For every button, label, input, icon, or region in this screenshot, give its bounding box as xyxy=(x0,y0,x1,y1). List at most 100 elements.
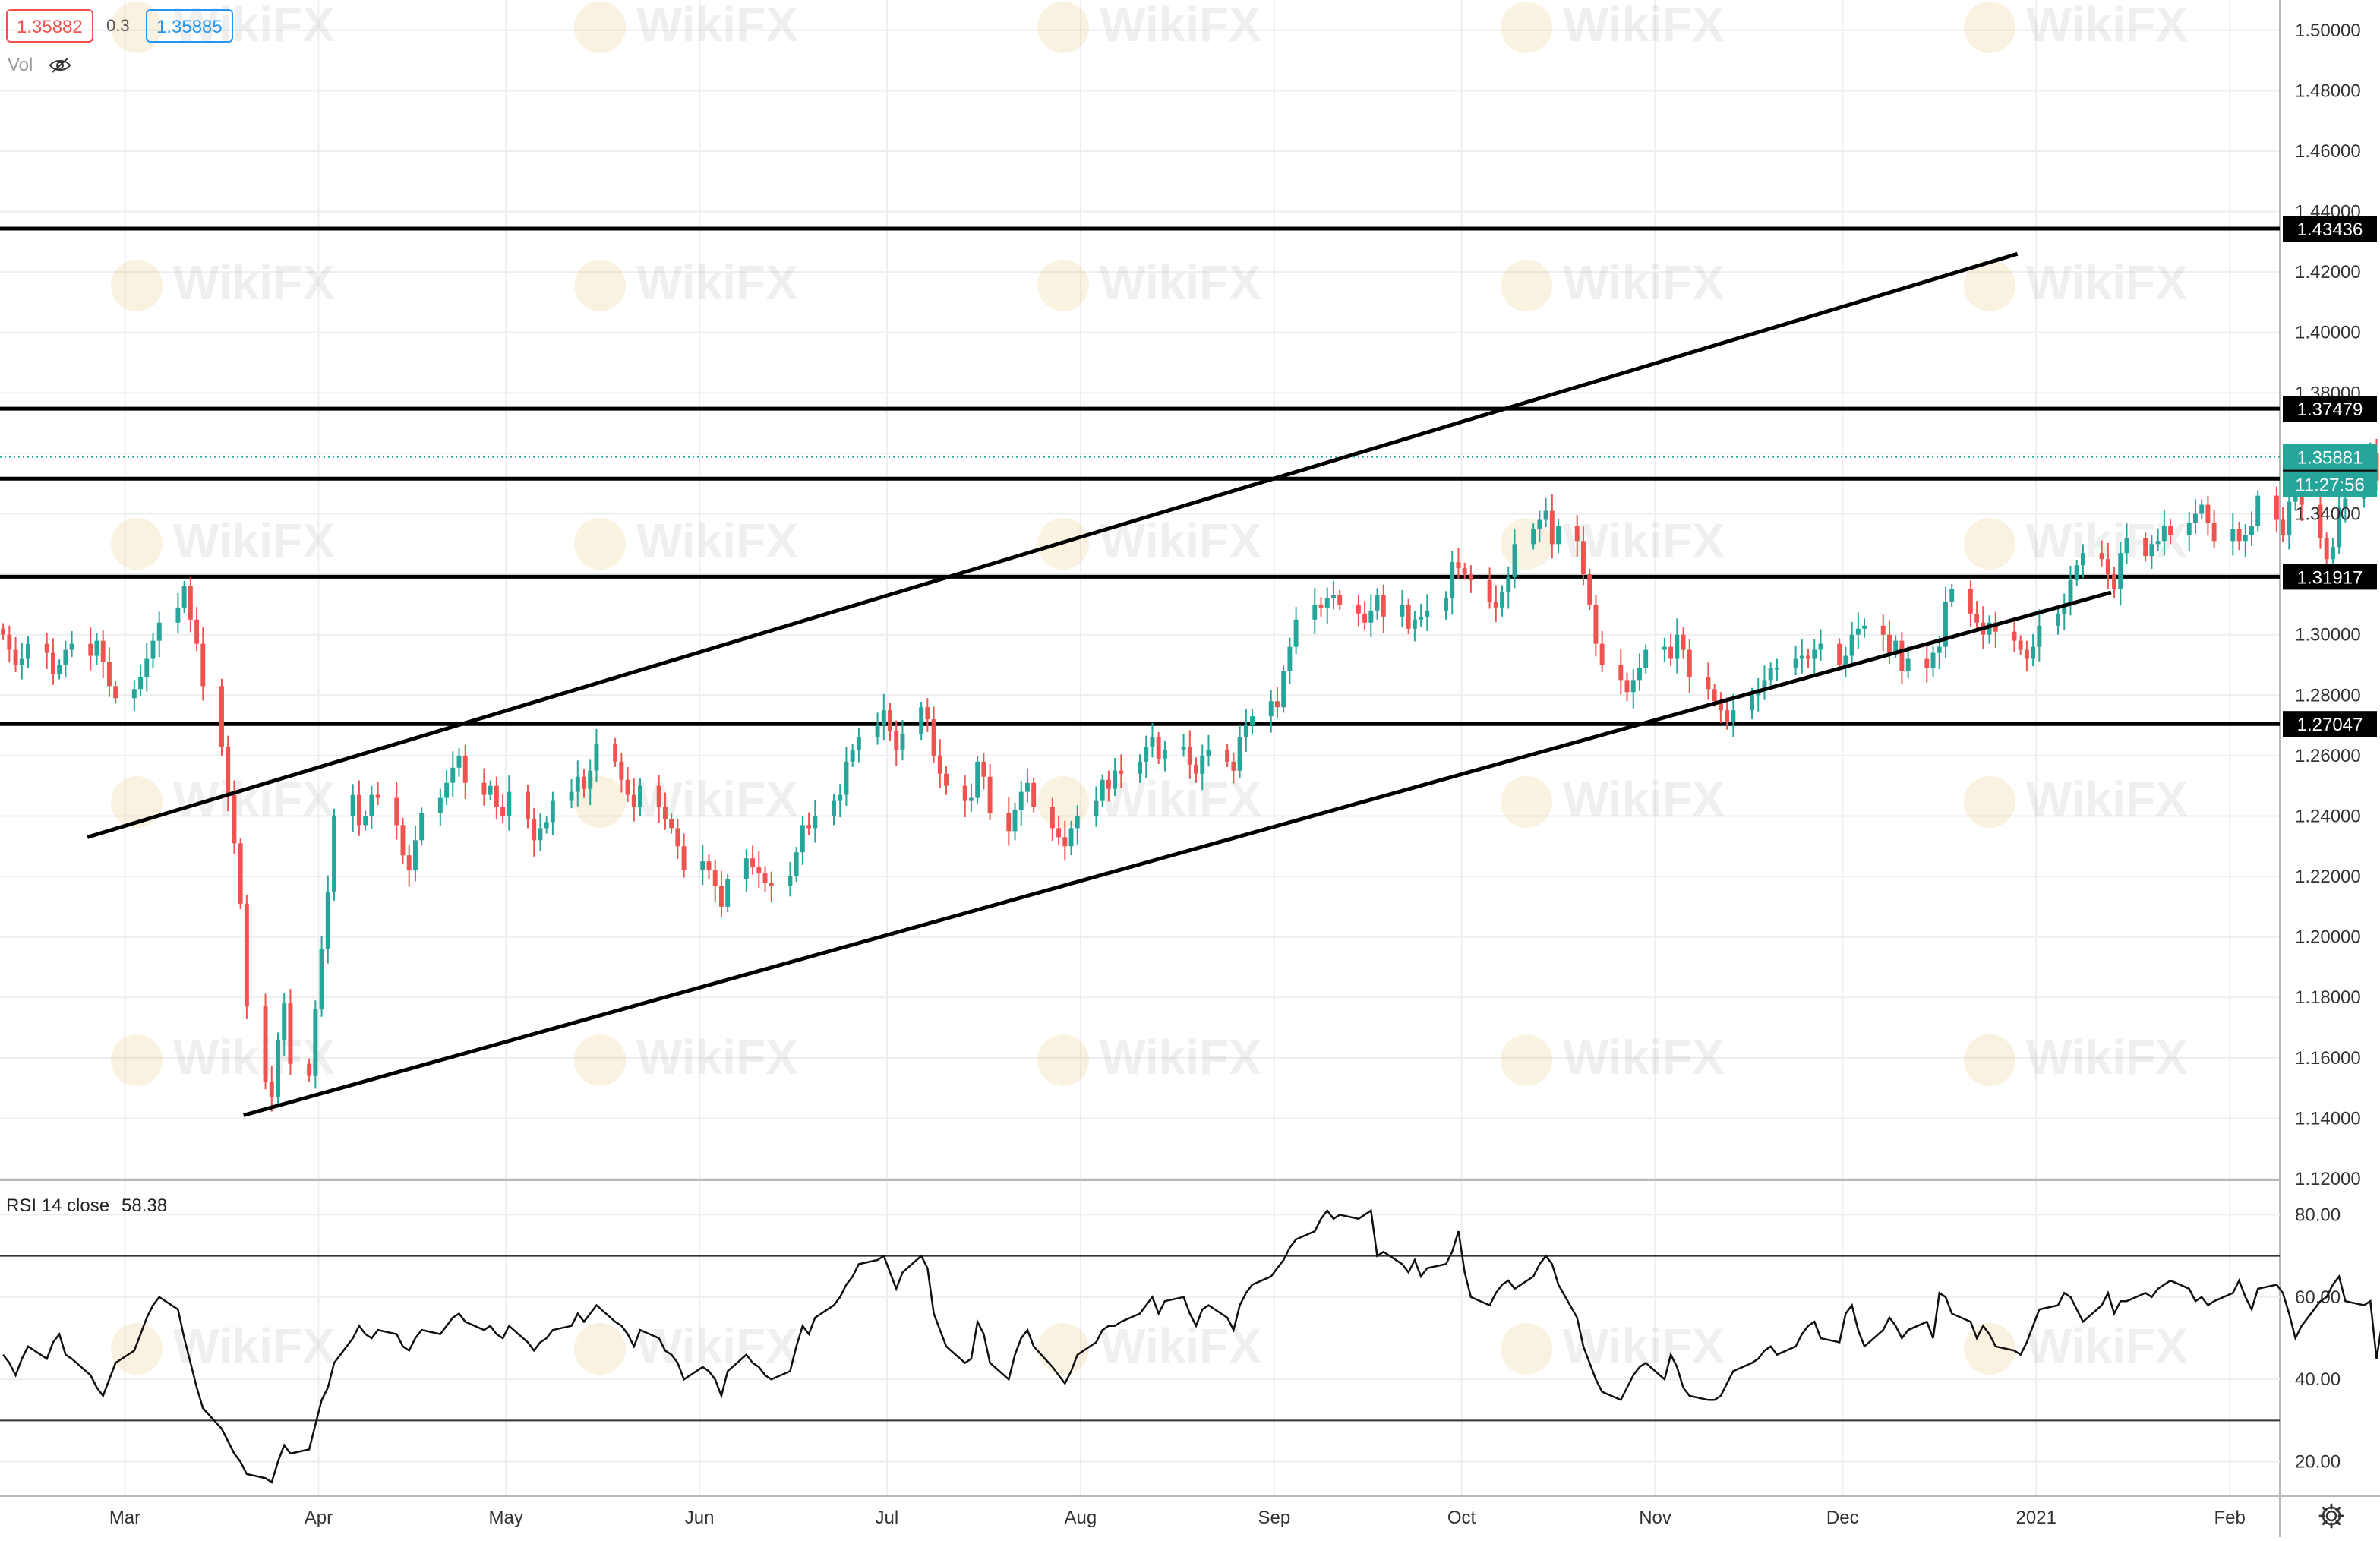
wikifx-logo-icon xyxy=(1964,518,2015,570)
watermark: WikiFX xyxy=(574,255,798,311)
candle-body xyxy=(2105,559,2110,575)
candle xyxy=(1018,781,1024,826)
candle-body xyxy=(1113,770,1118,789)
candle xyxy=(669,813,674,834)
candle-body xyxy=(1231,761,1236,771)
candle-body xyxy=(1400,604,1405,617)
candle-body xyxy=(138,677,144,690)
candle xyxy=(1419,604,1424,627)
candle xyxy=(1356,595,1361,627)
candle xyxy=(2255,490,2261,532)
candle-body xyxy=(412,840,418,871)
price-tick-label: 1.46000 xyxy=(2295,141,2361,162)
candle-body xyxy=(1468,574,1473,581)
candle-body xyxy=(806,825,812,829)
candle-body xyxy=(981,761,986,777)
ask-price-box[interactable]: 1.35885 xyxy=(146,9,233,43)
wikifx-logo-icon xyxy=(1501,260,1552,311)
price-tick-label: 1.34000 xyxy=(2295,504,2361,525)
candle xyxy=(1556,518,1561,554)
candle xyxy=(2205,495,2211,536)
wikifx-logo-icon xyxy=(1037,776,1089,828)
watermark-text: WikiFX xyxy=(636,1030,798,1085)
wikifx-logo-icon xyxy=(574,2,626,53)
candle-body xyxy=(481,782,487,795)
candle-body xyxy=(2211,523,2217,542)
candle xyxy=(613,737,618,767)
candle-body xyxy=(1937,646,1942,653)
candle xyxy=(1444,591,1448,620)
candle xyxy=(750,845,756,875)
candle-body xyxy=(1637,668,1642,681)
bid-price-box[interactable]: 1.35882 xyxy=(6,9,93,43)
candle xyxy=(2056,606,2060,635)
time-tick-label: Aug xyxy=(1065,1508,1097,1528)
candle xyxy=(26,636,30,668)
watermark-text: WikiFX xyxy=(1100,1318,1261,1373)
candle xyxy=(1181,734,1186,757)
time-tick-label: Jul xyxy=(876,1508,899,1528)
watermark-text: WikiFX xyxy=(2026,513,2188,568)
level-label: 1.31917 xyxy=(2283,564,2377,590)
watermark: WikiFX xyxy=(574,1318,798,1375)
candle-body xyxy=(1187,746,1192,765)
watermark-text: WikiFX xyxy=(2026,1030,2188,1085)
candle-body xyxy=(1587,574,1592,605)
candle-body xyxy=(856,737,861,750)
candle-body xyxy=(244,903,249,1007)
candle xyxy=(919,702,924,741)
candle-body xyxy=(1662,646,1667,650)
candle-body xyxy=(1718,701,1723,711)
time-tick-label: Dec xyxy=(1826,1508,1859,1528)
watermark: WikiFX xyxy=(1501,772,1725,828)
candle-body xyxy=(2337,507,2342,548)
candle-body xyxy=(1987,622,1992,635)
gear-icon[interactable] xyxy=(2318,1502,2345,1530)
candle-body xyxy=(813,816,818,829)
candle xyxy=(1993,611,1998,649)
candle-body xyxy=(2031,646,2036,659)
candle xyxy=(1425,594,1430,631)
candle-body xyxy=(838,794,843,801)
candle-body xyxy=(850,749,855,762)
candle xyxy=(507,775,512,831)
candle-body xyxy=(925,707,930,720)
watermark: WikiFX xyxy=(1501,1030,1725,1086)
candle-body xyxy=(1012,810,1018,832)
candle-body xyxy=(681,846,687,871)
spread-value: 0.3 xyxy=(106,16,130,35)
candle xyxy=(1056,815,1062,845)
watermark: WikiFX xyxy=(1964,1318,2188,1375)
candle xyxy=(313,1000,318,1089)
candle-body xyxy=(200,643,206,687)
price-tick-label: 1.50000 xyxy=(2295,21,2361,41)
candle-body xyxy=(725,879,731,907)
candle-body xyxy=(582,776,586,789)
candle xyxy=(1580,526,1586,586)
candle-body xyxy=(2193,513,2198,523)
watermark-text: WikiFX xyxy=(1100,0,1261,52)
wikifx-logo-icon xyxy=(574,1034,626,1086)
candle xyxy=(756,851,762,889)
watermark-text: WikiFX xyxy=(2026,255,2188,310)
wikifx-logo-icon xyxy=(1501,518,1552,570)
candle-body xyxy=(919,707,924,735)
candle-body xyxy=(662,807,668,819)
watermark-text: WikiFX xyxy=(173,1318,335,1373)
candle-body xyxy=(1712,689,1717,702)
candle xyxy=(1974,601,1980,630)
time-axis: Mar Apr May Jun Jul Aug Sep Oct Nov Dec 2021 Feb xyxy=(109,1508,2246,1528)
candle-body xyxy=(619,761,624,780)
eye-off-icon[interactable] xyxy=(49,56,71,74)
candle-body xyxy=(2112,574,2117,589)
candle xyxy=(1774,658,1779,681)
candle xyxy=(131,680,137,711)
candle xyxy=(1855,612,1861,649)
candle xyxy=(1412,610,1417,642)
level-label-box xyxy=(2283,711,2377,737)
candle-body xyxy=(2199,504,2205,514)
candle xyxy=(1987,615,1992,644)
candle xyxy=(406,844,412,887)
